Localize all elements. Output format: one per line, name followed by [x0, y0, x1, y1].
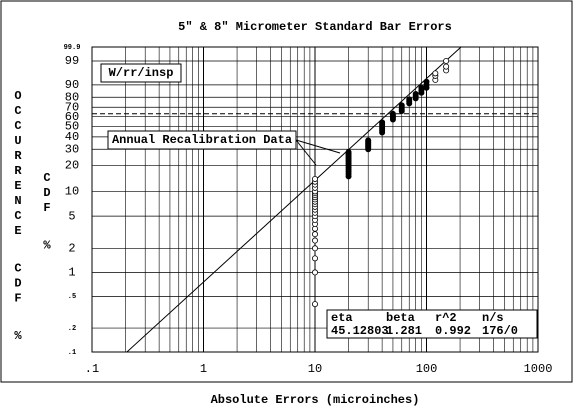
data-point: [406, 96, 413, 103]
x-tick-label: 100: [416, 362, 438, 376]
data-point: [311, 255, 318, 262]
fit-value: 0.992: [435, 324, 471, 338]
fit-header: beta: [386, 311, 415, 325]
fit-header: eta: [331, 311, 353, 325]
fit-value: 176/0: [482, 324, 518, 338]
data-point: [443, 57, 450, 64]
y-tick-label: 5: [68, 209, 75, 223]
annotation-box: [107, 130, 297, 150]
fit-header: n/s: [482, 311, 504, 325]
data-point: [389, 110, 396, 117]
x-tick-label: 1000: [524, 362, 553, 376]
x-axis-label: Absolute Errors (microinches): [211, 393, 420, 407]
data-point: [418, 84, 425, 91]
data-point: [311, 175, 318, 182]
y-tick-label: .1: [68, 349, 76, 357]
data-point: [379, 119, 386, 126]
annotation: Annual Recalibration Data: [112, 133, 292, 147]
y-tick-label: 10: [65, 184, 79, 198]
data-point: [432, 70, 439, 77]
annotation-box: [100, 63, 182, 83]
x-tick-label: .1: [85, 362, 99, 376]
y-tick-label: 1: [68, 266, 75, 280]
y-tick-label: 90: [65, 78, 79, 92]
fit-header: r^2: [435, 311, 457, 325]
x-tick-label: 1: [200, 362, 207, 376]
data-point: [311, 245, 318, 252]
data-point: [412, 90, 419, 97]
data-point: [365, 137, 372, 144]
data-point: [423, 78, 430, 85]
data-point: [311, 231, 318, 238]
y-tick-label: 70: [65, 100, 79, 114]
fit-table: [326, 309, 538, 339]
data-point: [398, 102, 405, 109]
y-tick-label: .2: [68, 325, 76, 333]
fit-value: 1.281: [386, 324, 422, 338]
y-tick-label: 40: [65, 130, 79, 144]
chart-title: 5" & 8" Micrometer Standard Bar Errors: [178, 20, 452, 34]
y-tick-label: .5: [68, 293, 76, 301]
y-tick-label: 99.9: [64, 44, 81, 52]
leader-line: [295, 139, 317, 166]
y-tick-label: 2: [68, 241, 75, 255]
y-tick-label: 50: [65, 119, 79, 133]
y-tick-label: 20: [65, 159, 79, 173]
data-point: [311, 237, 318, 244]
y-tick-label: 30: [65, 142, 79, 156]
y-tick-label: 99: [65, 54, 79, 68]
leader-line: [295, 139, 341, 154]
data-point: [345, 149, 352, 156]
y-tick-label: 80: [65, 90, 79, 104]
x-tick-label: 10: [308, 362, 322, 376]
outer-frame: [0, 0, 573, 383]
data-point: [311, 301, 318, 308]
annotation: W/rr/insp: [109, 66, 174, 80]
data-point: [311, 269, 318, 276]
y-tick-label: 60: [65, 110, 79, 124]
data-point: [443, 63, 450, 70]
fit-value: 45.12803: [331, 324, 389, 338]
fit-line: [126, 46, 462, 353]
